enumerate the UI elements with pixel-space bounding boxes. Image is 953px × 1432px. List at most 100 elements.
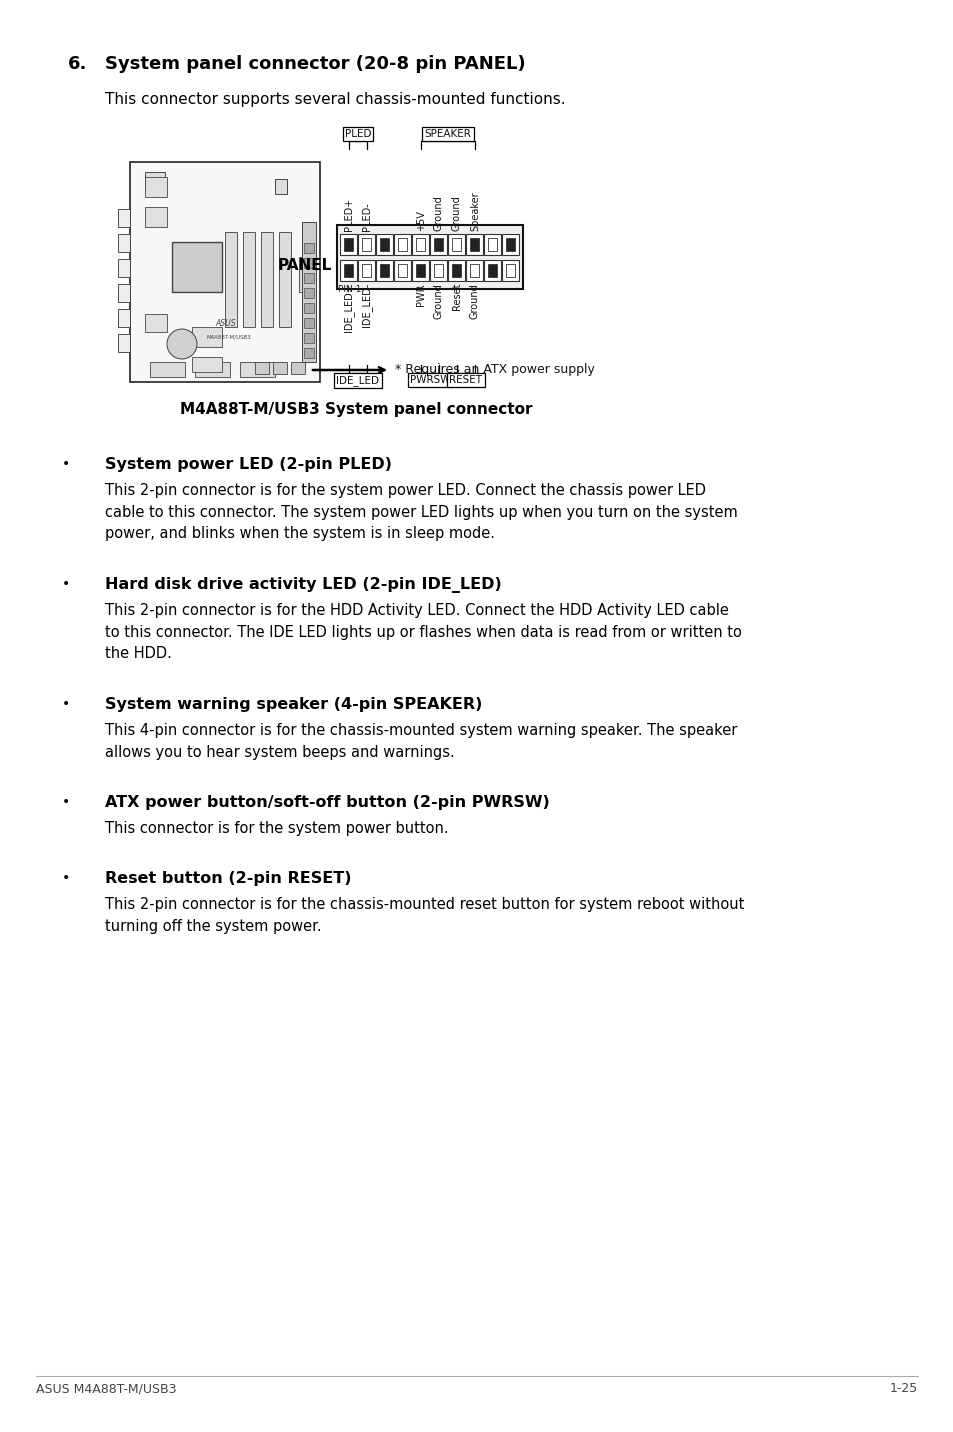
Text: SPEAKER: SPEAKER — [424, 129, 471, 139]
Bar — [302, 222, 315, 362]
Bar — [192, 357, 222, 372]
Bar — [118, 259, 130, 276]
Bar — [434, 238, 442, 251]
Bar — [488, 238, 497, 251]
Bar — [118, 284, 130, 302]
Bar — [291, 362, 305, 374]
Text: Ground: Ground — [452, 195, 461, 231]
Text: ATX power button/soft-off button (2-pin PWRSW): ATX power button/soft-off button (2-pin … — [105, 795, 549, 811]
Text: 6.: 6. — [68, 54, 88, 73]
Bar — [397, 238, 407, 251]
Bar — [130, 162, 319, 382]
Text: PLED-: PLED- — [361, 202, 372, 231]
Bar — [488, 263, 497, 276]
Bar — [274, 179, 287, 193]
Text: * Requires an ATX power supply: * Requires an ATX power supply — [395, 364, 595, 377]
Bar — [304, 288, 314, 298]
Bar — [118, 233, 130, 252]
Bar — [278, 232, 291, 326]
Bar — [412, 233, 429, 255]
Text: This 2-pin connector is for the system power LED. Connect the chassis power LED
: This 2-pin connector is for the system p… — [105, 483, 737, 541]
Text: •: • — [62, 577, 71, 591]
Bar — [379, 238, 389, 251]
Bar — [394, 261, 411, 281]
Bar — [118, 309, 130, 326]
Bar — [448, 233, 464, 255]
Text: PLED: PLED — [344, 129, 371, 139]
Bar — [375, 233, 393, 255]
Bar — [145, 178, 167, 198]
Bar — [304, 258, 314, 268]
Bar — [434, 263, 442, 276]
Text: This 2-pin connector is for the chassis-mounted reset button for system reboot w: This 2-pin connector is for the chassis-… — [105, 896, 743, 934]
Bar — [118, 334, 130, 352]
Bar — [344, 263, 353, 276]
Bar — [483, 261, 500, 281]
Bar — [416, 263, 424, 276]
Text: PWR: PWR — [416, 284, 426, 305]
Bar — [452, 238, 460, 251]
Bar — [394, 233, 411, 255]
Bar — [243, 232, 254, 326]
Bar — [416, 238, 424, 251]
Bar — [339, 233, 356, 255]
Bar — [448, 261, 464, 281]
Text: IDE_LED-: IDE_LED- — [361, 284, 372, 328]
Bar — [505, 263, 515, 276]
Bar — [225, 232, 236, 326]
Text: IDE_LED: IDE_LED — [336, 375, 379, 385]
Circle shape — [167, 329, 196, 359]
Text: •: • — [62, 697, 71, 712]
Text: PWRSW: PWRSW — [410, 375, 450, 385]
Text: Reset: Reset — [452, 284, 461, 311]
Bar — [412, 261, 429, 281]
Text: PLED+: PLED+ — [344, 198, 354, 231]
Bar — [357, 261, 375, 281]
Bar — [304, 318, 314, 328]
Bar — [192, 326, 222, 347]
Text: +5V: +5V — [416, 211, 426, 231]
Bar — [470, 238, 478, 251]
Text: •: • — [62, 795, 71, 809]
Text: PIN 1: PIN 1 — [337, 285, 361, 294]
Bar — [361, 263, 371, 276]
Bar — [339, 261, 356, 281]
Bar — [145, 314, 167, 332]
Text: •: • — [62, 457, 71, 471]
Bar — [118, 209, 130, 228]
Text: System panel connector (20-8 pin PANEL): System panel connector (20-8 pin PANEL) — [105, 54, 525, 73]
Text: RESET: RESET — [449, 375, 482, 385]
Text: PANEL: PANEL — [277, 259, 332, 274]
Bar — [357, 233, 375, 255]
Bar — [501, 233, 518, 255]
Bar — [194, 362, 230, 377]
Bar — [298, 256, 314, 292]
Bar — [304, 304, 314, 314]
Bar — [430, 261, 447, 281]
Bar — [344, 238, 353, 251]
Text: This connector supports several chassis-mounted functions.: This connector supports several chassis-… — [105, 92, 565, 107]
Bar — [304, 274, 314, 284]
Text: ASUS: ASUS — [214, 319, 235, 328]
Bar — [145, 172, 165, 192]
Bar — [240, 362, 274, 377]
Text: Hard disk drive activity LED (2-pin IDE_LED): Hard disk drive activity LED (2-pin IDE_… — [105, 577, 501, 593]
Text: Ground: Ground — [470, 284, 479, 319]
Text: Ground: Ground — [434, 284, 443, 319]
Bar — [254, 362, 269, 374]
Text: This connector is for the system power button.: This connector is for the system power b… — [105, 821, 448, 836]
Bar — [145, 208, 167, 228]
Bar — [261, 232, 273, 326]
Text: 1-25: 1-25 — [889, 1382, 917, 1395]
Text: System warning speaker (4-pin SPEAKER): System warning speaker (4-pin SPEAKER) — [105, 697, 482, 712]
Bar — [361, 238, 371, 251]
Bar — [470, 263, 478, 276]
Bar — [430, 233, 447, 255]
Text: This 4-pin connector is for the chassis-mounted system warning speaker. The spea: This 4-pin connector is for the chassis-… — [105, 723, 737, 759]
Bar — [465, 261, 482, 281]
Text: •: • — [62, 871, 71, 885]
Text: IDE_LED+: IDE_LED+ — [343, 284, 355, 332]
Text: This 2-pin connector is for the HDD Activity LED. Connect the HDD Activity LED c: This 2-pin connector is for the HDD Acti… — [105, 603, 741, 662]
Text: Speaker: Speaker — [470, 192, 479, 231]
Bar — [304, 334, 314, 344]
